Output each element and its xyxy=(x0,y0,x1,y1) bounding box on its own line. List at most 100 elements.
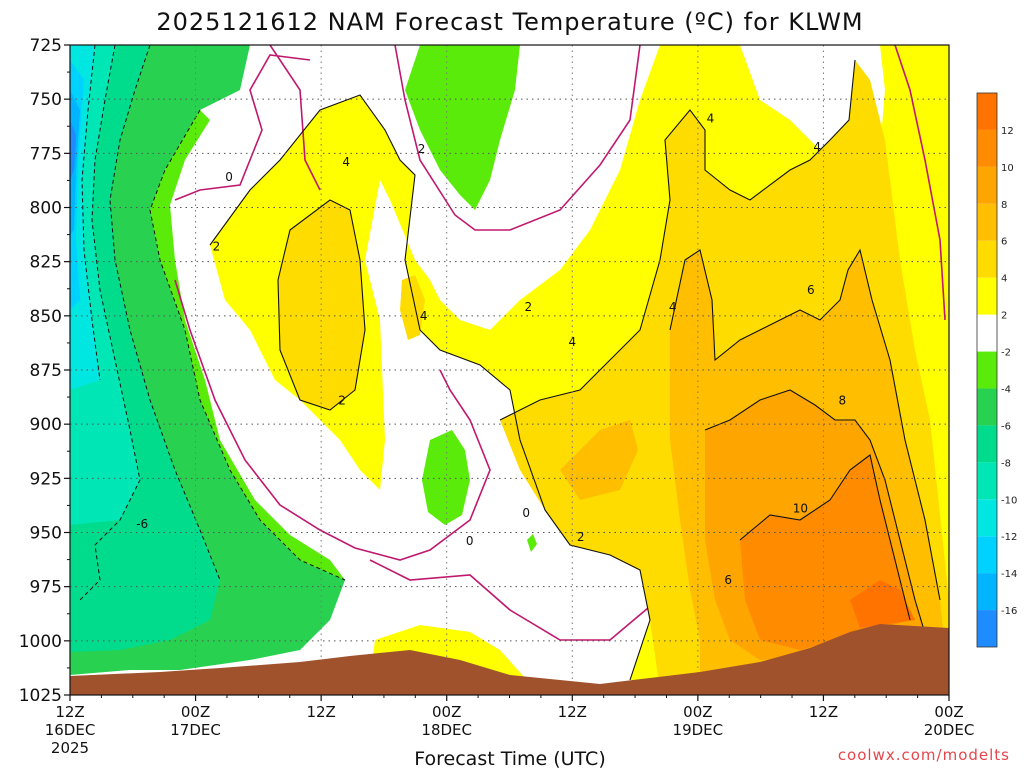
y-tick-label: 850 xyxy=(30,307,62,327)
contour-label: 2 xyxy=(418,142,426,156)
ten-contour xyxy=(739,454,911,621)
colorbar-tick-label: 6 xyxy=(1001,237,1007,248)
contour-label: 2 xyxy=(525,300,533,314)
colorbar-tick-label: 8 xyxy=(1001,200,1007,211)
colorbar-tick-label: 10 xyxy=(1001,163,1014,174)
x-tick-label: 00Z xyxy=(432,703,461,721)
region-minus-2-band xyxy=(150,110,345,580)
region-minus-16 xyxy=(70,120,76,180)
colorbar-swatch xyxy=(977,351,997,389)
region-green-blob-mid xyxy=(422,430,470,525)
eight-contour xyxy=(704,389,931,651)
colorbar-tick-label: 12 xyxy=(1001,126,1014,137)
colorbar-tick-label: -10 xyxy=(1001,495,1017,506)
minus-six-dashed xyxy=(79,45,141,601)
contour-label: -6 xyxy=(136,517,148,531)
colorbar-tick-label: -16 xyxy=(1001,606,1017,617)
x-tick-label: 00Z xyxy=(934,703,963,721)
y-axis: 725 750 775 800 825 850 875 900 925 950 975 1000 102… xyxy=(19,36,70,706)
region-minus-8 xyxy=(70,45,140,525)
colorbar-swatch xyxy=(977,610,997,647)
colorbar-swatch xyxy=(977,166,997,204)
contour-label: 2 xyxy=(213,240,221,254)
terrain xyxy=(70,624,949,695)
minus-four-dashed xyxy=(109,45,221,581)
zero-contour-bottom xyxy=(369,559,649,641)
x-tick-year: 2025 xyxy=(51,739,89,757)
y-tick-label: 825 xyxy=(30,253,62,273)
y-tick-label: 1025 xyxy=(19,686,62,706)
contour-label: 4 xyxy=(568,335,576,349)
chart-title: 2025121612 NAM Forecast Temperature (ºC)… xyxy=(156,8,863,36)
contour-label: 8 xyxy=(838,393,846,407)
colorbar-swatch xyxy=(977,129,997,167)
contour-label: 10 xyxy=(793,502,808,516)
colorbar-swatch xyxy=(977,314,997,352)
contour-lines xyxy=(79,45,946,681)
x-axis-label: Forecast Time (UTC) xyxy=(414,748,605,768)
colorbar-swatch xyxy=(977,425,997,463)
credit-link[interactable]: coolwx.com/modelts xyxy=(838,746,1010,764)
contour-label: 0 xyxy=(466,534,474,548)
colorbar: -16 -14 -12 -10 -8 -6 -4 -2 2 4 6 8 10 12 xyxy=(976,92,1017,648)
two-contour-main xyxy=(209,94,651,681)
y-tick-label: 725 xyxy=(30,36,62,56)
contour-label: 0 xyxy=(225,170,233,184)
contour-labels: 0 2 4 2 4 2 2 4 4 4 4 6 8 10 6 0 0 2 -6 xyxy=(136,112,846,588)
y-tick-label: 925 xyxy=(30,469,62,489)
colorbar-tick-label: -12 xyxy=(1001,532,1017,543)
contour-label: 4 xyxy=(813,140,821,154)
colorbar-swatch xyxy=(977,536,997,574)
minus-eight-dashed xyxy=(81,45,101,381)
six-contour xyxy=(669,248,941,601)
y-tick-label: 1000 xyxy=(19,632,62,652)
colorbar-swatch xyxy=(977,203,997,241)
plot-area: 0 2 4 2 4 2 2 4 4 4 4 6 8 10 6 0 0 2 -6 xyxy=(70,45,949,695)
colorbar-swatch xyxy=(977,388,997,426)
colorbar-tick-label: -2 xyxy=(1001,348,1011,359)
x-tick-date: 18DEC xyxy=(421,721,472,739)
colorbar-tick-label: 4 xyxy=(1001,274,1007,285)
x-tick-date: 16DEC xyxy=(45,721,96,739)
x-tick-date: 20DEC xyxy=(924,721,975,739)
region-green-blob-top xyxy=(405,45,520,210)
four-contour-right xyxy=(499,59,856,421)
zero-contour-lower xyxy=(174,279,491,561)
colorbar-swatch xyxy=(977,277,997,315)
grid-lines xyxy=(70,45,949,695)
x-tick-label: 00Z xyxy=(181,703,210,721)
x-tick-label: 12Z xyxy=(306,703,335,721)
colorbar-tick-label: -4 xyxy=(1001,384,1011,395)
colorbar-tick-label: -8 xyxy=(1001,458,1011,469)
zero-contour-mid xyxy=(269,45,321,191)
x-tick-label: 12Z xyxy=(558,703,587,721)
y-tick-label: 875 xyxy=(30,361,62,381)
contour-label: 2 xyxy=(338,393,346,407)
colorbar-tick-label: -6 xyxy=(1001,421,1011,432)
contour-label: 4 xyxy=(342,155,350,169)
region-plus-6 xyxy=(560,420,638,500)
y-tick-label: 750 xyxy=(30,90,62,110)
colorbar-frame xyxy=(976,92,998,648)
minus-two-dashed xyxy=(149,109,346,581)
y-tick-label: 950 xyxy=(30,524,62,544)
contour-label: 4 xyxy=(669,300,677,314)
contour-label: 4 xyxy=(707,112,715,126)
contour-label: 4 xyxy=(420,309,428,323)
zero-contour-top xyxy=(394,45,641,231)
colorbar-swatch xyxy=(977,462,997,500)
region-plus-12 xyxy=(850,580,915,628)
colorbar-swatch xyxy=(977,93,997,130)
y-tick-label: 800 xyxy=(30,199,62,219)
temperature-fill xyxy=(70,45,949,690)
colorbar-tick-label: -14 xyxy=(1001,569,1017,580)
x-tick-label: 00Z xyxy=(683,703,712,721)
contour-label: 6 xyxy=(807,283,815,297)
colorbar-swatch xyxy=(977,573,997,611)
zero-contour-right xyxy=(894,45,946,321)
y-tick-label: 775 xyxy=(30,144,62,164)
x-tick-label: 12Z xyxy=(55,703,84,721)
x-tick-date: 19DEC xyxy=(673,721,724,739)
